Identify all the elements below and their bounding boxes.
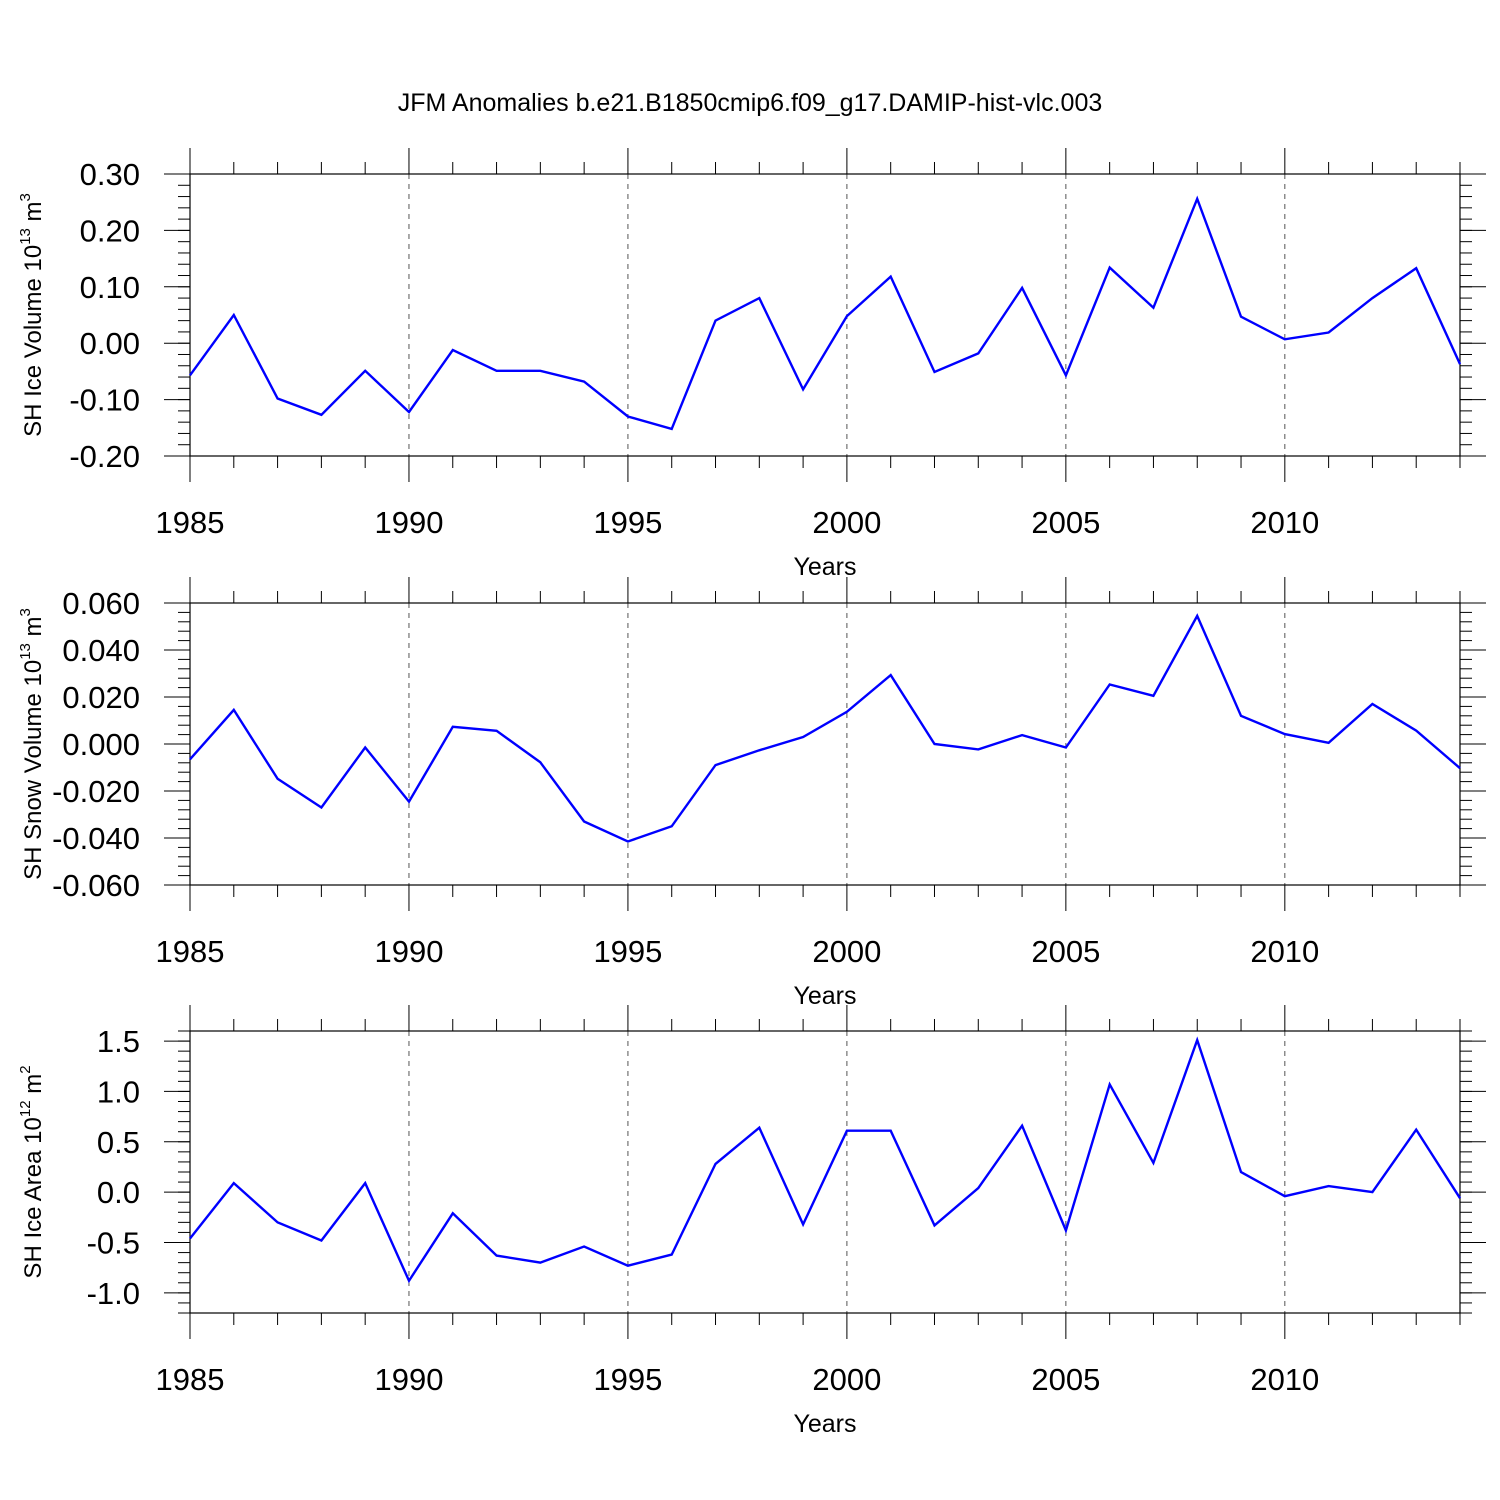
ice-area-panel: 1985 1990 1995 2000 2005 2010 Years -1.0 -0.5 0.0… xyxy=(17,1005,1486,1438)
snow-volume-xtick-label: 1990 xyxy=(374,934,443,969)
snow-volume-panel: 1985 1990 1995 2000 2005 2010 Years -0.060 -0.04… xyxy=(17,577,1486,1010)
snow-volume-ytick-label: 0.020 xyxy=(62,680,140,715)
snow-volume-xtick-label: 2005 xyxy=(1031,934,1100,969)
ice-volume-ytick-label: 0.20 xyxy=(80,213,140,248)
snow-volume-xtick-label: 1995 xyxy=(593,934,662,969)
ice-area-series-line xyxy=(189,1036,1462,1284)
snow-volume-ytick-label: -0.060 xyxy=(52,868,140,903)
ice-area-ytick-label: -0.5 xyxy=(87,1226,140,1261)
snow-volume-xlabel: Years xyxy=(793,982,856,1010)
ice-volume-xtick-label: 2000 xyxy=(812,505,881,540)
snow-volume-ytick-label: -0.040 xyxy=(52,821,140,856)
chart-title: JFM Anomalies b.e21.B1850cmip6.f09_g17.D… xyxy=(398,89,1103,117)
ice-volume-xtick-label: 1985 xyxy=(156,505,225,540)
ice-area-ylabel: SH Ice Area 1012 m2 xyxy=(17,1065,47,1278)
snow-volume-xtick-label: 1985 xyxy=(156,934,225,969)
ice-area-ytick-label: 1.0 xyxy=(97,1074,140,1109)
snow-volume-xtick-label: 2000 xyxy=(812,934,881,969)
ice-volume-frame xyxy=(189,173,1461,457)
panels: 1985 1990 1995 2000 2005 2010 Years -0.20 -0.10 0… xyxy=(17,148,1486,1438)
ice-volume-ytick-label: 0.00 xyxy=(80,326,140,361)
ice-area-xtick-label: 1990 xyxy=(374,1362,443,1397)
ice-area-xlabel: Years xyxy=(793,1410,856,1438)
snow-volume-ytick-label: -0.020 xyxy=(52,774,140,809)
ice-area-ytick-label: -1.0 xyxy=(87,1276,140,1311)
ice-volume-panel: 1985 1990 1995 2000 2005 2010 Years -0.20 -0.10 0… xyxy=(17,148,1486,581)
ice-area-xtick-label: 2005 xyxy=(1031,1362,1100,1397)
ice-volume-xtick-label: 2010 xyxy=(1250,505,1319,540)
snow-volume-ytick-label: 0.000 xyxy=(62,727,140,762)
ice-area-ytick-label: 1.5 xyxy=(97,1024,140,1059)
ice-area-xtick-label: 2000 xyxy=(812,1362,881,1397)
ice-volume-ylabel: SH Ice Volume 1013 m3 xyxy=(17,193,47,437)
snow-volume-series-line xyxy=(189,613,1461,843)
ice-volume-xtick-label: 2005 xyxy=(1031,505,1100,540)
ice-area-xtick-label: 2010 xyxy=(1250,1362,1319,1397)
snow-volume-ytick-label: 0.040 xyxy=(62,633,140,668)
ice-area-xtick-label: 1985 xyxy=(156,1362,225,1397)
ice-volume-ytick-label: 0.30 xyxy=(80,157,140,192)
ice-volume-xlabel: Years xyxy=(793,553,856,581)
ice-area-ytick-label: 0.0 xyxy=(97,1175,140,1210)
snow-volume-ytick-label: 0.060 xyxy=(62,586,140,621)
ice-volume-series-line xyxy=(189,195,1462,431)
ice-volume-xtick-label: 1990 xyxy=(374,505,443,540)
ice-area-xtick-label: 1995 xyxy=(593,1362,662,1397)
ice-volume-ytick-label: 0.10 xyxy=(80,270,140,305)
snow-volume-frame xyxy=(189,602,1461,886)
ice-area-frame xyxy=(189,1030,1461,1314)
ice-volume-ytick-label: -0.10 xyxy=(69,383,140,418)
snow-volume-xtick-label: 2010 xyxy=(1250,934,1319,969)
ice-volume-ytick-label: -0.20 xyxy=(69,439,140,474)
ice-volume-xtick-label: 1995 xyxy=(593,505,662,540)
snow-volume-ylabel: SH Snow Volume 1013 m3 xyxy=(17,608,47,880)
ice-area-ytick-label: 0.5 xyxy=(97,1125,140,1160)
